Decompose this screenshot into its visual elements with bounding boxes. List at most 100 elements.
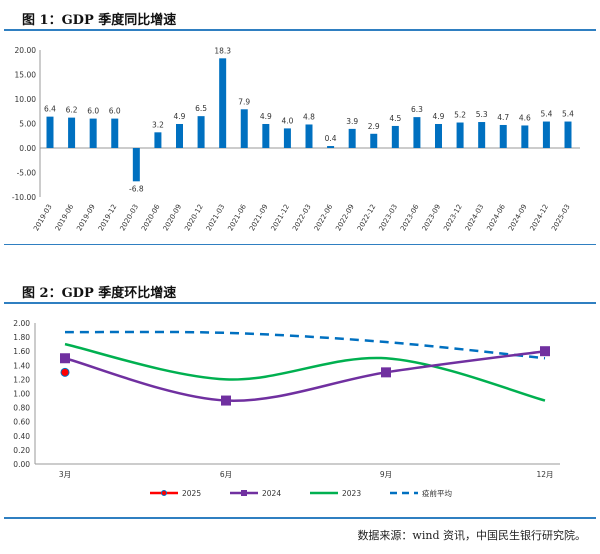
- x-tick-label: 2023-03: [378, 203, 400, 232]
- data-point: [540, 346, 550, 357]
- bar: [89, 118, 97, 148]
- y-tick-label: 2.00: [13, 319, 30, 328]
- x-tick-label: 2019-06: [54, 203, 76, 233]
- divider: [4, 517, 596, 519]
- x-tick-label: 2023-12: [442, 203, 464, 232]
- x-tick-label: 2019-03: [32, 203, 54, 232]
- data-point: [381, 367, 391, 378]
- x-tick-label: 2022-06: [313, 203, 335, 233]
- data-label: 0.4: [325, 134, 337, 143]
- data-label: 6.0: [87, 107, 99, 116]
- bar: [370, 133, 378, 148]
- data-point: [60, 353, 70, 364]
- legend-label: 2024: [262, 489, 281, 498]
- x-tick-label: 6月: [220, 470, 232, 479]
- data-label: 4.8: [303, 112, 315, 121]
- bar: [176, 123, 183, 148]
- y-tick-label: 5.00: [19, 120, 36, 129]
- data-label: 6.5: [195, 104, 207, 113]
- bar: [327, 146, 335, 148]
- bar: [132, 148, 140, 182]
- y-tick-label: -10.00: [12, 193, 36, 202]
- data-label: 5.3: [476, 110, 488, 119]
- divider: [4, 29, 596, 31]
- x-tick-label: 2020-09: [162, 203, 184, 232]
- bar: [240, 109, 248, 148]
- x-tick-label: 2021-06: [226, 203, 248, 233]
- data-point: [221, 395, 231, 406]
- bar: [46, 116, 54, 148]
- x-tick-label: 2022-09: [334, 203, 356, 232]
- x-tick-label: 2021-03: [205, 203, 227, 232]
- x-tick-label: 2025-03: [550, 203, 572, 232]
- x-tick-label: 2024-12: [529, 203, 551, 232]
- bar: [542, 121, 550, 148]
- data-label: 2.9: [368, 122, 380, 131]
- data-label: 7.9: [238, 97, 250, 106]
- data-label: 3.9: [346, 117, 358, 126]
- data-label: 6.0: [109, 107, 121, 116]
- data-label: 5.4: [540, 110, 552, 119]
- data-label: 3.2: [152, 120, 164, 129]
- bar: [499, 124, 507, 148]
- data-label: 4.9: [260, 112, 272, 121]
- data-label: 6.3: [411, 105, 423, 114]
- y-tick-label: 1.00: [13, 390, 30, 399]
- y-tick-label: 0.80: [13, 404, 30, 413]
- data-label: 4.9: [433, 112, 445, 121]
- y-tick-label: 0.60: [13, 418, 30, 427]
- data-label: 4.0: [281, 116, 293, 125]
- x-tick-label: 2023-06: [399, 203, 421, 233]
- source-note: 数据来源：wind 资讯，中国民生银行研究院。: [357, 529, 586, 542]
- data-label: 18.3: [214, 46, 231, 55]
- bar: [111, 118, 119, 148]
- y-tick-label: 0.00: [19, 144, 36, 153]
- bar: [521, 125, 529, 148]
- data-label: 5.4: [562, 110, 574, 119]
- series-line-2023: [64, 342, 546, 402]
- chart2-title: 图 2：GDP 季度环比增速: [22, 286, 177, 301]
- bar: [478, 122, 486, 148]
- x-tick-label: 2021-12: [270, 203, 292, 232]
- data-label: 4.9: [174, 112, 186, 121]
- x-tick-label: 2019-09: [75, 203, 97, 232]
- data-point: [60, 367, 70, 377]
- y-tick-label: 1.60: [13, 347, 30, 356]
- x-tick-label: 2021-09: [248, 203, 270, 232]
- x-tick-label: 2023-09: [421, 203, 443, 232]
- x-tick-label: 2024-03: [464, 203, 486, 232]
- legend-label: 2023: [342, 489, 361, 498]
- x-tick-label: 12月: [536, 470, 553, 479]
- bar: [219, 58, 227, 148]
- x-tick-label: 2020-03: [119, 203, 141, 232]
- series-line-2024: [64, 349, 546, 402]
- y-tick-label: 1.80: [13, 333, 30, 342]
- y-tick-label: 1.20: [13, 375, 30, 384]
- chart1-title: 图 1：GDP 季度同比增速: [22, 13, 177, 28]
- bar: [435, 123, 442, 148]
- bar: [197, 116, 205, 148]
- bar: [413, 117, 421, 148]
- legend-marker: [161, 490, 167, 496]
- y-tick-label: 1.40: [13, 361, 30, 370]
- bar: [456, 122, 464, 148]
- x-tick-label: 2024-06: [485, 203, 507, 233]
- y-tick-label: 15.00: [15, 71, 37, 80]
- legend-label: 疫前平均: [422, 488, 452, 498]
- x-tick-label: 2020-12: [183, 203, 205, 232]
- y-tick-label: 10.00: [15, 95, 37, 104]
- y-tick-label: 20.00: [15, 46, 37, 55]
- x-tick-label: 9月: [380, 470, 392, 479]
- data-label: 4.5: [389, 114, 401, 123]
- bar: [154, 132, 162, 148]
- bar: [283, 128, 291, 148]
- bar: [305, 124, 313, 148]
- legend-label: 2025: [182, 489, 201, 498]
- bar: [564, 121, 572, 148]
- divider: [4, 302, 596, 304]
- data-label: 5.2: [454, 111, 466, 120]
- x-tick-label: 3月: [59, 470, 71, 479]
- divider: [4, 244, 596, 245]
- x-tick-label: 2022-03: [291, 203, 313, 232]
